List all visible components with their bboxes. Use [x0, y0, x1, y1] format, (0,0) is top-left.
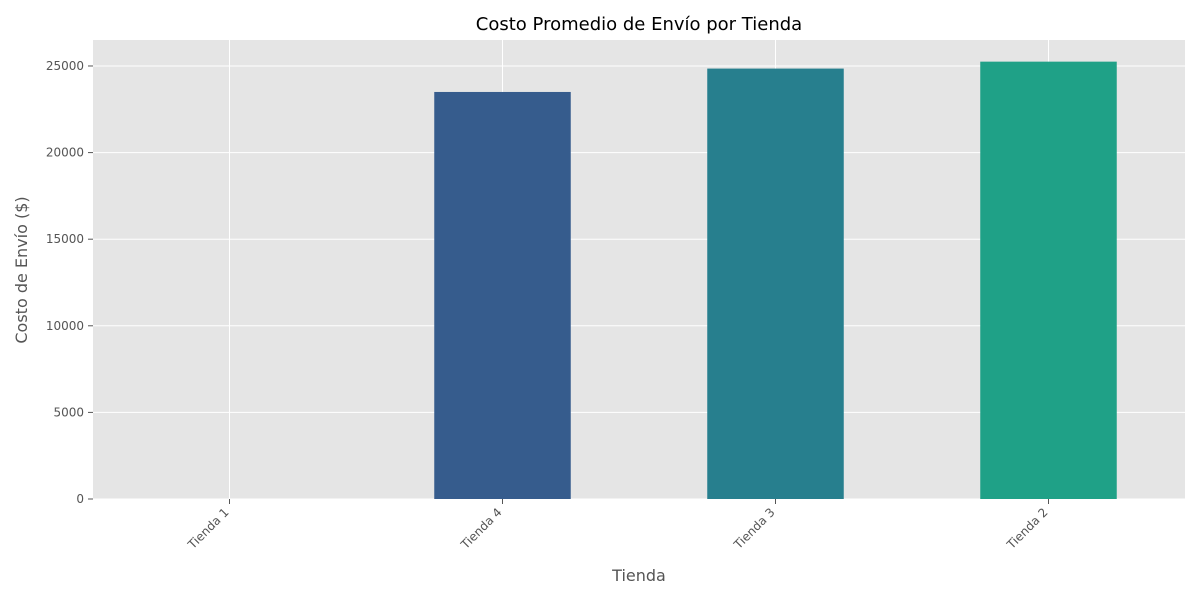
- y-tick-label: 10000: [46, 319, 84, 333]
- y-tick-label: 15000: [46, 232, 84, 246]
- y-axis-label: Costo de Envío ($): [12, 196, 31, 343]
- bar-tienda-3: [707, 68, 844, 499]
- x-axis-label: Tienda: [611, 566, 666, 585]
- y-tick-label: 20000: [46, 146, 84, 160]
- chart-title: Costo Promedio de Envío por Tienda: [476, 14, 802, 35]
- bar-tienda-2: [980, 61, 1117, 500]
- y-tick-label: 25000: [46, 59, 84, 73]
- bars: [434, 61, 1117, 500]
- y-tick-label: 5000: [53, 405, 84, 419]
- y-tick-label: 0: [76, 492, 84, 506]
- bar-tienda-4: [434, 91, 571, 499]
